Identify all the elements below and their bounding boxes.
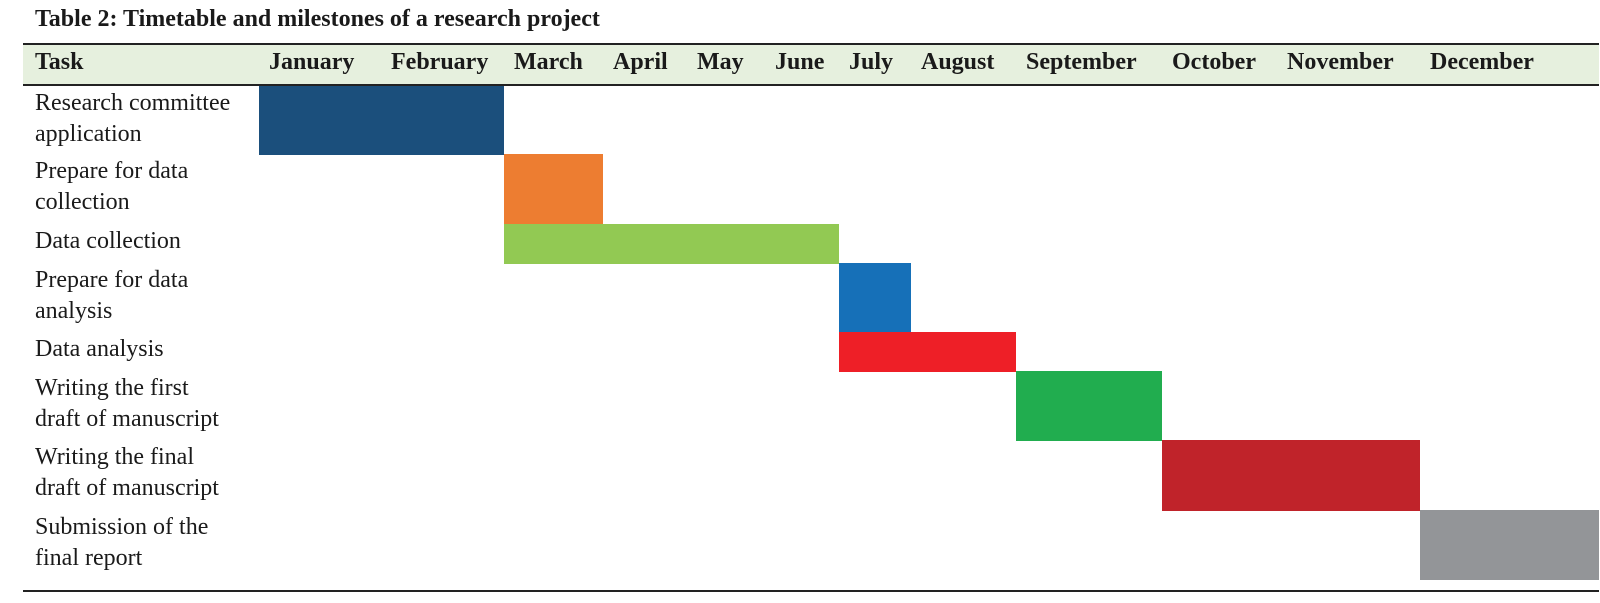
task-label: Submission of the final report xyxy=(35,514,209,571)
gantt-bar xyxy=(504,224,839,264)
month-header-january: January xyxy=(269,49,355,75)
table-caption: Table 2: Timetable and milestones of a r… xyxy=(35,6,600,32)
gantt-bar xyxy=(504,154,603,225)
header-row xyxy=(23,45,1599,84)
gantt-bar xyxy=(839,263,911,333)
month-header-april: April xyxy=(613,49,668,75)
task-column-header: Task xyxy=(35,49,84,75)
task-label: Writing the final draft of manuscript xyxy=(35,444,219,501)
task-label: Research committee application xyxy=(35,90,231,147)
gantt-bars xyxy=(259,86,1599,580)
task-label: Prepare for data collection xyxy=(35,158,189,215)
month-header-may: May xyxy=(697,49,744,75)
task-label: Writing the first draft of manuscript xyxy=(35,375,219,432)
month-header-october: October xyxy=(1172,49,1256,75)
task-label: Data analysis xyxy=(35,336,164,362)
month-header-february: February xyxy=(391,49,489,75)
month-header-august: August xyxy=(921,49,995,75)
gantt-bar xyxy=(1420,510,1599,580)
gantt-bar xyxy=(259,86,504,155)
month-header-june: June xyxy=(775,49,825,75)
month-header-december: December xyxy=(1430,49,1534,75)
gantt-table: Task January February March April May June Jul… xyxy=(23,43,1599,593)
month-header-september: September xyxy=(1026,49,1137,75)
bottom-rule xyxy=(23,590,1599,592)
header-rule xyxy=(23,84,1599,86)
month-header-november: November xyxy=(1287,49,1394,75)
top-rule xyxy=(23,43,1599,45)
gantt-bar xyxy=(1162,440,1420,511)
gantt-bar xyxy=(1016,371,1162,441)
month-header-march: March xyxy=(514,49,583,75)
task-label: Prepare for data analysis xyxy=(35,267,189,324)
month-header-july: July xyxy=(849,49,894,75)
gantt-bar xyxy=(839,332,1016,372)
task-label: Data collection xyxy=(35,228,181,254)
